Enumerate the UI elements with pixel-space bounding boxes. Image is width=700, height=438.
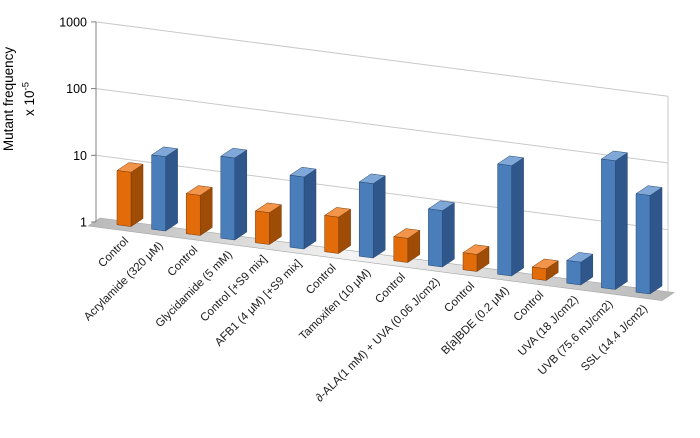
category-label: SSL (14.4 J/cm2) <box>579 303 650 374</box>
bar-front-face <box>635 193 651 295</box>
category-label: Control <box>96 235 131 270</box>
bar-side-face <box>511 157 524 277</box>
category-label: Acrylamide (320 μM) <box>82 240 166 324</box>
category-label: B[a]BDE (0.2 μM) <box>439 285 511 357</box>
y-axis-title-line2: x 10-5 <box>20 82 38 116</box>
gridline <box>95 21 669 97</box>
bar-treatment-15 <box>635 185 663 295</box>
y-tick-label: 10 <box>73 149 87 163</box>
bar-treatment-1 <box>150 146 179 232</box>
y-axis-exponent: -5 <box>20 82 32 91</box>
category-label: Control <box>166 244 201 279</box>
bar-front-face <box>531 266 547 281</box>
bar-side-face <box>199 186 213 236</box>
bar-treatment-5 <box>289 166 317 250</box>
bar-treatment-13 <box>566 252 594 286</box>
y-tick-label: 1000 <box>59 15 87 29</box>
bar-treatment-3 <box>220 147 248 241</box>
y-axis-title: Mutant frequency x 10-5 <box>0 0 45 199</box>
bar-side-face <box>372 175 386 259</box>
gridline <box>95 88 669 164</box>
bar-treatment-7 <box>358 173 386 259</box>
bar-control-8 <box>393 228 421 263</box>
bar-front-face <box>393 236 409 263</box>
bar-front-face <box>255 210 270 245</box>
bar-side-face <box>303 168 317 250</box>
bar-front-face <box>289 174 305 250</box>
bar-control-6 <box>323 207 352 254</box>
y-axis-title-line1: Mutant frequency <box>1 46 16 152</box>
bar-front-face <box>185 193 201 236</box>
category-label: UVB (75.6 mJ/cm2) <box>536 298 616 378</box>
bar-side-face <box>130 163 144 228</box>
bar-front-face <box>358 181 374 259</box>
bar-control-0 <box>116 162 144 228</box>
bar-side-face <box>234 149 248 241</box>
bar-front-face <box>462 252 478 272</box>
category-label: Control [+S9 mix] <box>198 253 269 324</box>
bar-side-face <box>649 187 663 295</box>
bar-front-face <box>428 208 443 268</box>
bar-side-face <box>165 148 178 232</box>
category-label: Control <box>512 289 547 324</box>
y-tick-label: 100 <box>66 82 87 96</box>
bar-side-face <box>442 202 455 268</box>
bar-front-face <box>566 260 582 286</box>
bar-front-face <box>497 163 512 277</box>
bar-treatment-11 <box>496 155 525 277</box>
bar-treatment-14 <box>600 150 629 290</box>
bar-front-face <box>151 154 166 232</box>
bar-control-12 <box>531 258 559 281</box>
category-label: Glycidamide (5 mM) <box>154 249 235 330</box>
bar-control-2 <box>185 185 213 236</box>
bar-side-face <box>615 152 628 290</box>
bar-front-face <box>116 170 132 227</box>
bar-control-10 <box>462 244 490 272</box>
bar-control-4 <box>254 202 283 245</box>
category-label: Control <box>304 262 339 297</box>
category-label: Tamoxifen (10 μM) <box>297 267 373 343</box>
category-label: Control <box>442 280 477 315</box>
bar-front-face <box>601 158 616 290</box>
y-tick-label: 1 <box>80 216 87 230</box>
bar-front-face <box>220 155 236 241</box>
bar-front-face <box>324 215 339 254</box>
bar-treatment-9 <box>427 200 456 268</box>
category-label: Control <box>373 271 408 306</box>
